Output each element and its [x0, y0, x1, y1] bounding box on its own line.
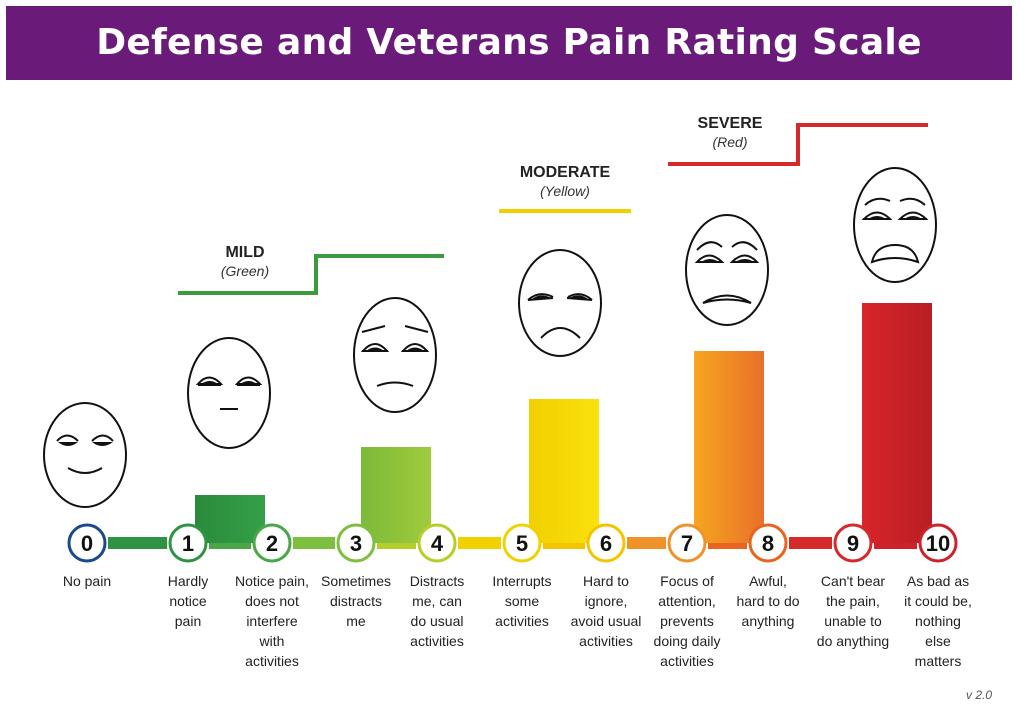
- scale-number-6: 6: [600, 531, 612, 556]
- description-2: Notice pain, does not interfere with act…: [235, 573, 309, 669]
- connector-4-5: [458, 537, 501, 549]
- connector-8-9: [789, 537, 832, 549]
- description-6: Hard to ignore, avoid usual activities: [570, 573, 642, 649]
- severe-label: SEVERE: [698, 115, 763, 132]
- scale-circle-2: [252, 523, 292, 563]
- connector-0-1: [108, 537, 167, 549]
- face-7: [685, 214, 769, 326]
- bar-7: [694, 351, 764, 543]
- face-0: [43, 402, 127, 508]
- scale-circle-4: [417, 523, 457, 563]
- scale-circle-6: [586, 523, 626, 563]
- scale-number-2: 2: [266, 531, 278, 556]
- mild-label: MILD: [225, 244, 264, 261]
- scale-circle-5: [502, 523, 542, 563]
- pain-bars: [195, 303, 932, 543]
- description-1: Hardly notice pain: [167, 573, 209, 629]
- scale-number-7: 7: [681, 531, 693, 556]
- mild-level-line: [178, 254, 444, 295]
- scale-number-1: 1: [182, 531, 194, 556]
- face-1: [187, 337, 271, 449]
- scale-number-3: 3: [350, 531, 362, 556]
- scale-circle-7: [667, 523, 707, 563]
- face-5: [518, 249, 602, 357]
- description-0: No pain: [62, 573, 112, 589]
- description-9: Can't bear the pain, unable to do anythi…: [816, 573, 890, 649]
- bar-9: [862, 303, 932, 543]
- scale-circle-8: [748, 523, 788, 563]
- bar-3: [361, 447, 431, 543]
- page-title: Defense and Veterans Pain Rating Scale: [96, 22, 922, 63]
- face-3: [353, 297, 437, 413]
- bar-5: [529, 399, 599, 543]
- face-9: [853, 167, 937, 283]
- scale-numbers: 0 1 2 3 4 5 6 7 8 9 10: [67, 523, 958, 563]
- connector-2-3: [293, 537, 335, 549]
- scale-circle-1: [168, 523, 208, 563]
- mild-color-label: (Green): [221, 263, 269, 279]
- description-3: Sometimes distracts me: [320, 573, 392, 629]
- connector-6-7: [627, 537, 666, 549]
- scale-number-10: 10: [926, 531, 950, 556]
- scale-number-8: 8: [762, 531, 774, 556]
- description-8: Awful, hard to do anything: [736, 573, 800, 629]
- description-5: Interrupts some activities: [492, 573, 552, 629]
- scale-number-4: 4: [431, 531, 444, 556]
- scale-circle-3: [336, 523, 376, 563]
- scale-circle-10: [918, 523, 958, 563]
- scale-circle-0: [67, 523, 107, 563]
- scale-number-9: 9: [847, 531, 859, 556]
- severe-level-line: [668, 123, 928, 166]
- severe-color-label: (Red): [712, 134, 747, 150]
- moderate-color-label: (Yellow): [540, 183, 590, 199]
- title-banner: Defense and Veterans Pain Rating Scale: [6, 6, 1012, 80]
- scale-circle-9: [833, 523, 873, 563]
- scale-number-5: 5: [516, 531, 528, 556]
- description-4: Distracts me, can do usual activities: [409, 573, 465, 649]
- moderate-label: MODERATE: [520, 164, 611, 181]
- bar-1: [195, 495, 265, 543]
- description-10: As bad as it could be, nothing else matt…: [904, 573, 972, 669]
- description-7: Focus of attention, prevents doing daily…: [653, 573, 721, 669]
- version-label: v 2.0: [965, 688, 992, 702]
- scale-number-0: 0: [81, 531, 93, 556]
